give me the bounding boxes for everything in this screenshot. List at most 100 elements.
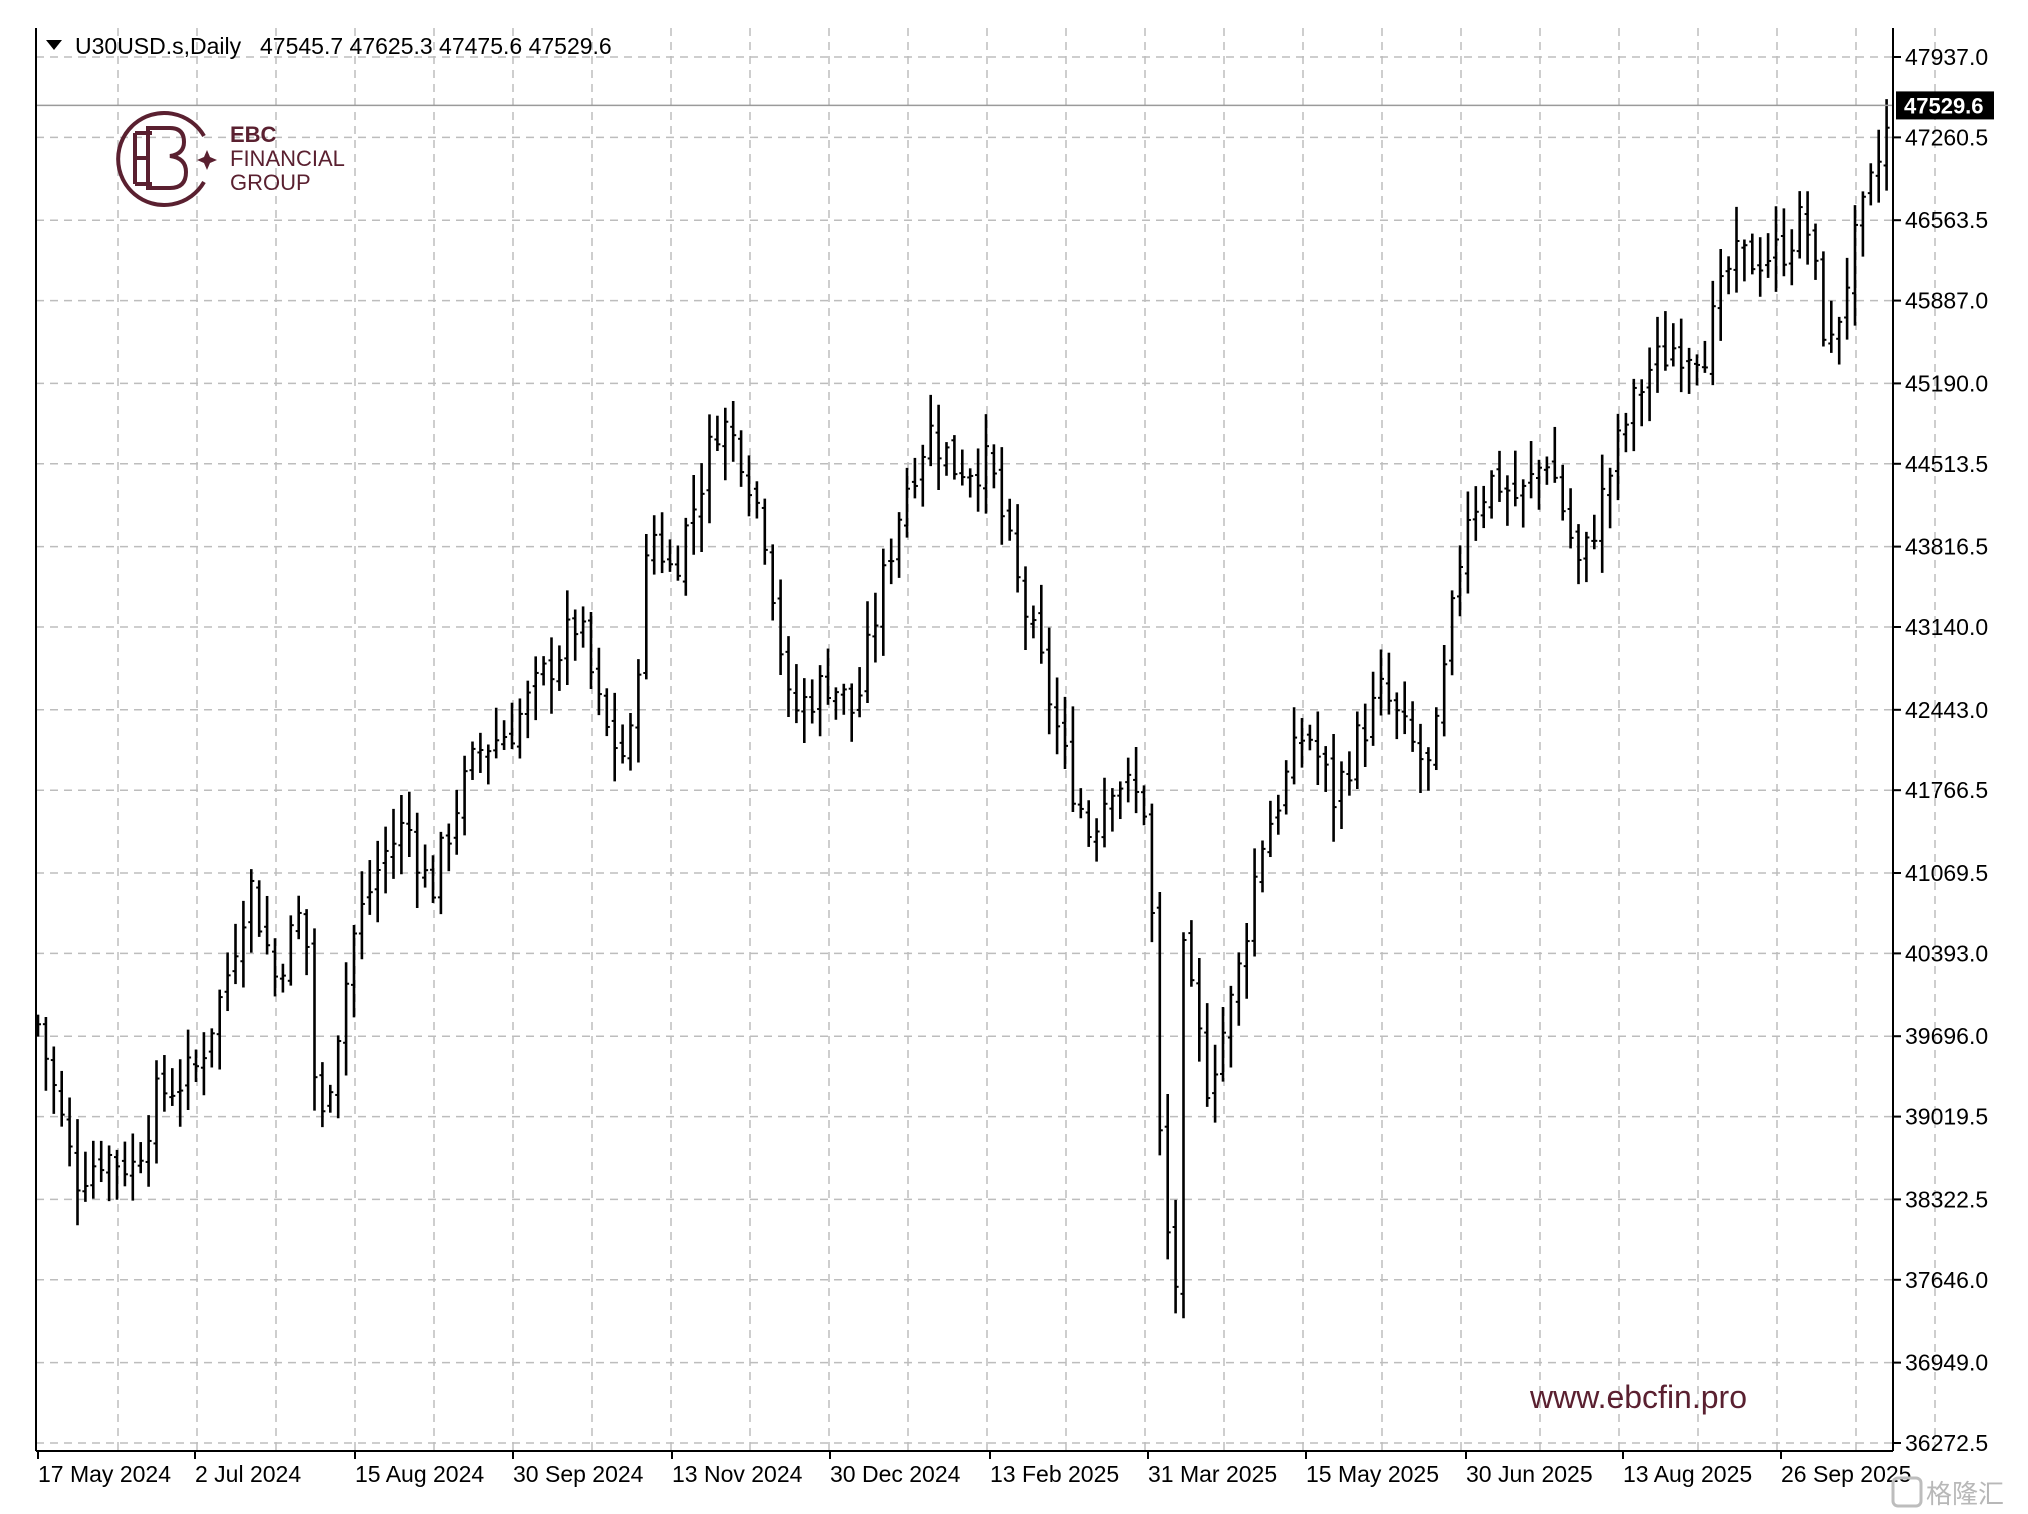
ohlc-bar bbox=[809, 679, 816, 724]
ohlc-bar bbox=[1054, 677, 1061, 755]
ohlc-bar bbox=[1046, 627, 1053, 735]
ohlc-bar bbox=[880, 548, 887, 656]
ohlc-bar bbox=[572, 609, 579, 661]
ohlc-bar bbox=[1117, 781, 1124, 820]
ohlc-bar bbox=[1227, 985, 1234, 1068]
watermark-logo-icon bbox=[1891, 1476, 1923, 1508]
ohlc-bar bbox=[548, 637, 555, 714]
ohlc-bar bbox=[1196, 958, 1203, 1062]
ohlc-bar bbox=[311, 928, 318, 1111]
ohlc-bar bbox=[1133, 747, 1140, 814]
ohlc-values: 47545.7 47625.3 47475.6 47529.6 bbox=[260, 33, 612, 59]
ohlc-bar bbox=[145, 1115, 152, 1187]
ohlc-bar bbox=[343, 962, 350, 1076]
ohlc-bar bbox=[1401, 681, 1408, 735]
ohlc-bar bbox=[1354, 711, 1361, 790]
ohlc-bar bbox=[1488, 470, 1495, 519]
ohlc-bar bbox=[1599, 454, 1606, 573]
ohlc-bar bbox=[1528, 441, 1535, 499]
ebc-logo: EBC FINANCIAL GROUP bbox=[116, 111, 345, 207]
ohlc-bar bbox=[848, 683, 855, 742]
ohlc-bar bbox=[358, 871, 365, 960]
y-tick-label: 41069.5 bbox=[1905, 860, 1988, 886]
x-tick-label: 30 Sep 2024 bbox=[513, 1461, 644, 1487]
ohlc-bar bbox=[390, 808, 397, 879]
ohlc-bar bbox=[1180, 932, 1187, 1319]
logo-line-2: FINANCIAL bbox=[230, 146, 345, 171]
y-tick-label: 46563.5 bbox=[1905, 207, 1988, 233]
ohlc-bar bbox=[1678, 318, 1685, 393]
ohlc-bar bbox=[619, 724, 626, 764]
ohlc-bar bbox=[643, 533, 650, 680]
ohlc-bar bbox=[121, 1141, 128, 1187]
ohlc-bar bbox=[864, 601, 871, 704]
ohlc-bar bbox=[1512, 450, 1519, 507]
ohlc-bar bbox=[1852, 205, 1858, 326]
dropdown-triangle-icon[interactable] bbox=[46, 40, 62, 50]
x-tick-label: 26 Sep 2025 bbox=[1781, 1461, 1911, 1487]
ohlc-bar bbox=[1077, 788, 1084, 819]
ohlc-bar bbox=[366, 860, 373, 915]
price-bars bbox=[35, 99, 1890, 1319]
ohlc-bar bbox=[1670, 323, 1677, 367]
ohlc-bar bbox=[785, 636, 792, 718]
chart-header[interactable]: U30USD.s,Daily 47545.7 47625.3 47475.6 4… bbox=[46, 33, 612, 59]
ohlc-bar bbox=[722, 407, 729, 481]
ohlc-bar bbox=[335, 1035, 342, 1119]
ohlc-bar bbox=[540, 656, 547, 686]
ohlc-bar bbox=[1844, 257, 1851, 340]
x-tick-label: 17 May 2024 bbox=[38, 1461, 171, 1487]
ohlc-bar bbox=[437, 831, 444, 915]
ohlc-bar bbox=[1101, 777, 1108, 848]
ohlc-bar bbox=[1804, 191, 1811, 265]
ohlc-bar bbox=[279, 963, 286, 993]
ohlc-bar bbox=[1575, 524, 1582, 585]
ohlc-bar bbox=[793, 664, 800, 724]
ohlc-bar bbox=[1733, 206, 1740, 293]
ohlc-bar bbox=[398, 794, 405, 875]
ohlc-bar bbox=[927, 394, 934, 467]
x-tick-label: 2 Jul 2024 bbox=[195, 1461, 301, 1487]
ohlc-bar bbox=[1243, 923, 1250, 999]
ohlc-bar bbox=[990, 444, 997, 489]
ohlc-bar bbox=[1062, 696, 1068, 770]
ohlc-bar bbox=[493, 707, 500, 759]
ohlc-bar bbox=[272, 938, 278, 997]
ohlc-bar bbox=[477, 732, 484, 773]
ohlc-bar bbox=[1393, 692, 1400, 740]
ohlc-bar bbox=[1654, 316, 1661, 393]
ohlc-bar bbox=[414, 812, 421, 909]
ohlc-bar bbox=[1741, 239, 1748, 282]
ohlc-bar bbox=[406, 791, 413, 858]
ohlc-bar bbox=[1267, 800, 1274, 858]
ohlc-bar bbox=[975, 448, 982, 512]
ohlc-bar bbox=[1520, 479, 1527, 528]
symbol-label: U30USD.s,Daily bbox=[75, 33, 242, 59]
ohlc-bar bbox=[58, 1070, 65, 1127]
ohlc-bar bbox=[1780, 208, 1787, 277]
x-tick-label: 15 May 2025 bbox=[1306, 1461, 1439, 1487]
y-tick-label: 42443.0 bbox=[1905, 697, 1988, 723]
ohlc-bar bbox=[1093, 818, 1100, 862]
ohlc-bar bbox=[674, 545, 681, 581]
y-tick-label: 36949.0 bbox=[1905, 1350, 1988, 1376]
ohlc-bar bbox=[1330, 734, 1337, 842]
y-tick-label: 40393.0 bbox=[1905, 940, 1988, 966]
ohlc-bar bbox=[461, 755, 468, 836]
ohlc-bar bbox=[659, 512, 666, 574]
x-tick-label: 31 Mar 2025 bbox=[1148, 1461, 1277, 1487]
ohlc-bar bbox=[1370, 671, 1377, 746]
ohlc-bar bbox=[161, 1055, 168, 1112]
ohlc-bar bbox=[556, 645, 563, 691]
ohlc-bar bbox=[185, 1029, 192, 1110]
ohlc-bar bbox=[564, 590, 571, 686]
ohlc-bar bbox=[1559, 464, 1566, 521]
ohlc-bar bbox=[769, 544, 776, 621]
ohlc-bar bbox=[1765, 233, 1772, 278]
ohlc-bar bbox=[1172, 1199, 1179, 1314]
ohlc-bar bbox=[224, 952, 231, 1012]
x-tick-label: 15 Aug 2024 bbox=[355, 1461, 484, 1487]
ohlc-bar bbox=[42, 1016, 49, 1091]
